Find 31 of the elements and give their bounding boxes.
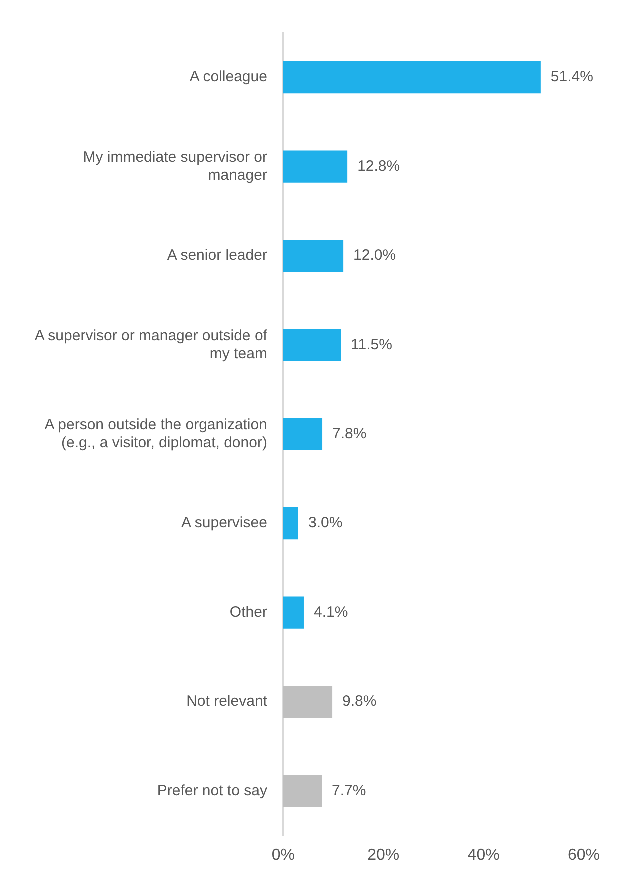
bar	[283, 508, 298, 540]
y-tick-label: Other	[230, 604, 268, 621]
y-tick-label: Prefer not to say	[157, 782, 268, 800]
data-label: 11.5%	[351, 336, 392, 354]
data-label: 4.1%	[314, 604, 348, 621]
x-tick-label: 20%	[368, 846, 400, 864]
data-label: 12.0%	[354, 247, 396, 264]
data-label: 7.7%	[332, 782, 366, 800]
x-tick-label: 40%	[468, 846, 500, 864]
data-label: 12.8%	[358, 158, 400, 175]
y-tick-label: A supervisee	[182, 514, 268, 532]
bar	[283, 150, 348, 183]
bar	[283, 596, 304, 629]
y-tick-label: My immediate supervisor or manager	[83, 148, 268, 184]
bar	[283, 62, 541, 94]
bar	[283, 240, 344, 272]
data-label: 51.4%	[550, 68, 594, 86]
data-label: 9.8%	[342, 693, 377, 710]
data-label: 3.0%	[308, 514, 343, 532]
bar	[283, 686, 333, 718]
y-tick-label: Not relevant	[186, 693, 268, 710]
bar	[283, 775, 322, 808]
bar	[283, 418, 323, 450]
y-tick-label: A person outside the organization (e.g., a visitor, diplomat, donor)	[44, 416, 268, 452]
bar	[283, 329, 342, 362]
y-tick-label: A senior leader	[167, 247, 268, 264]
x-tick-label: 0%	[272, 846, 296, 864]
y-tick-label: A colleague	[190, 68, 268, 86]
data-label: 7.8%	[332, 426, 367, 443]
x-tick-label: 60%	[568, 846, 600, 864]
y-tick-label: A supervisor or manager outside of my team	[34, 327, 268, 362]
